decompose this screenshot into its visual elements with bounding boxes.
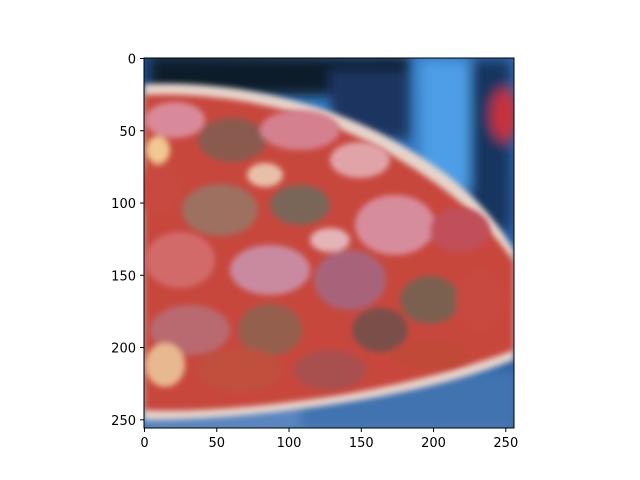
x-tick-label: 50 [208,436,225,451]
y-tick-label: 50 [119,125,136,140]
x-tick-label: 150 [349,436,374,451]
y-tick-label: 200 [111,342,136,357]
y-tick-label: 250 [111,414,136,429]
y-tick-label: 150 [111,269,136,284]
image-content [144,58,514,428]
y-tick-label: 100 [111,197,136,212]
axes-frame [143,57,515,429]
y-tick-label: 0 [128,53,136,68]
x-tick-label: 0 [140,436,148,451]
x-tick-label: 200 [421,436,446,451]
x-tick-label: 100 [277,436,302,451]
y-axis-ticks: 0 50 100 150 200 250 [111,53,144,429]
x-tick-label: 250 [493,436,518,451]
x-axis-ticks: 0 50 100 150 200 250 [140,428,518,451]
